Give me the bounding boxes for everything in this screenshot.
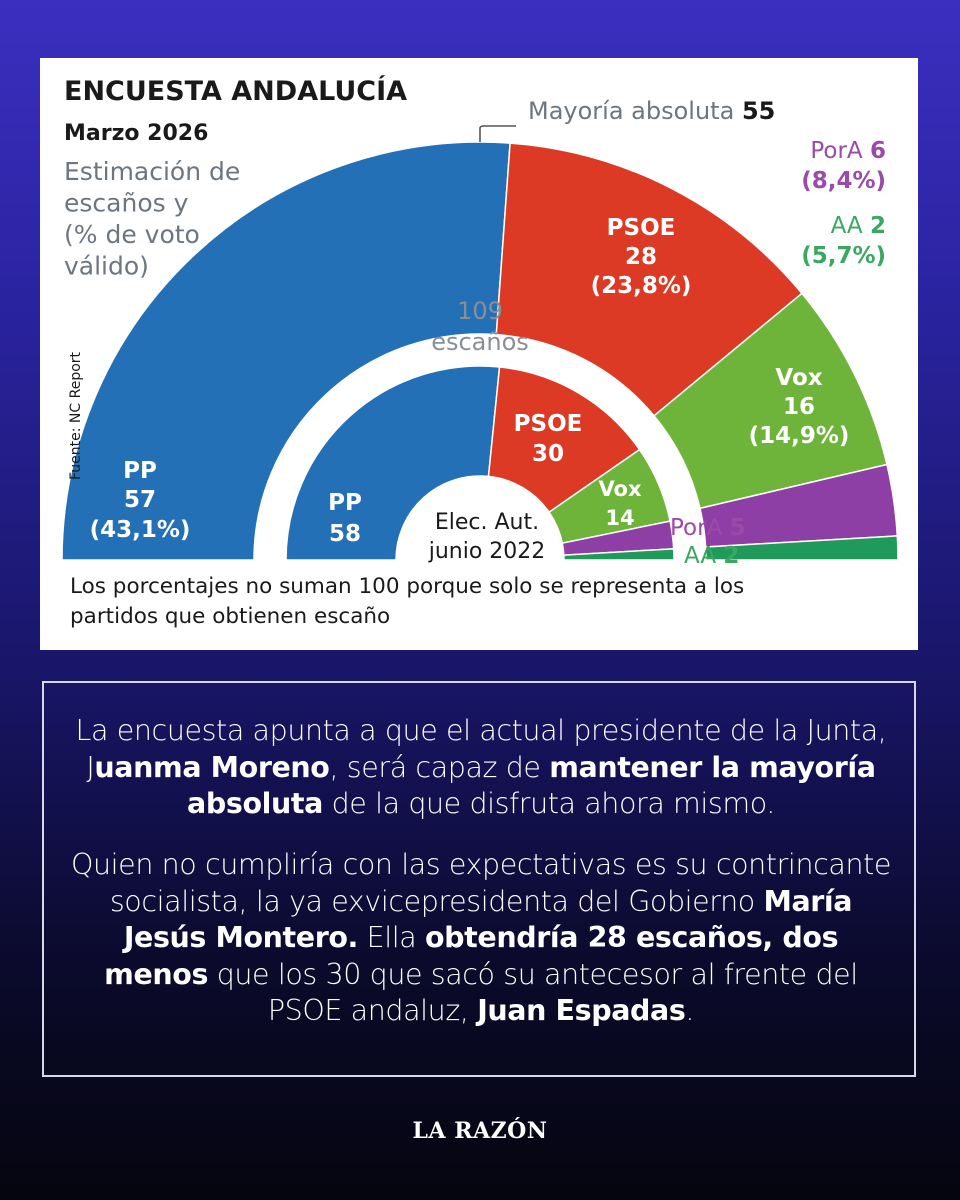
outer-label-aa-party: AA 2 (831, 213, 886, 239)
outer-label-pora-party-part: PorA (810, 138, 870, 164)
outer-label-vox-seats: 16 (783, 394, 815, 420)
outer-label-pora-pct: (8,4%) (801, 168, 886, 194)
majority-label: Mayoría absoluta 55 (528, 97, 775, 125)
outer-label-aa-pct: (5,7%) (801, 243, 886, 269)
inner-label-vox-party: Vox (598, 477, 642, 501)
chart-source: Fuente: NC Report (68, 351, 84, 480)
p2-run-5: Juan Espadas (477, 994, 686, 1027)
inner-label-psoe-seats: 30 (532, 441, 564, 467)
outer-label-aa-party-part: AA (831, 213, 870, 239)
info-box: La encuesta apunta a que el actual presi… (42, 681, 916, 1077)
outer-label-vox-pct: (14,9%) (749, 423, 850, 449)
inner-label-pp-party: PP (328, 490, 362, 516)
inner-label-aa-part: AA (684, 543, 723, 569)
p1-run-0: La encuesta apunta a que el actual presi… (75, 714, 887, 784)
inner-label-pora-part: 5 (730, 515, 746, 541)
chart-description-line: válido) (64, 252, 149, 281)
p2-run-0: Quien no cumpliría con las expectativas … (70, 848, 892, 918)
outer-label-aa-party-part: 2 (870, 213, 886, 239)
p2-run-2: Ella (357, 921, 425, 954)
total-seats-number: 109 (457, 297, 503, 325)
outer-segment-aa (704, 535, 899, 561)
chart-title: ENCUESTA ANDALUCÍA (64, 75, 407, 107)
outer-label-pora-party: PorA 6 (810, 138, 886, 164)
inner-label-pora-part: PorA (670, 515, 730, 541)
inner-label-vox-seats: 14 (605, 506, 634, 530)
outer-label-pp-seats: 57 (124, 487, 156, 513)
parliament-chart: ENCUESTA ANDALUCÍA Marzo 2026 Estimación d… (61, 75, 899, 629)
total-seats-label: escaños (431, 328, 529, 356)
inner-center-label-line-1: Elec. Aut. (435, 510, 539, 535)
chart-description-line: escaños y (64, 189, 189, 218)
p1-run-3: mantener la mayoría absoluta (187, 750, 876, 821)
inner-label-psoe-party: PSOE (514, 411, 583, 437)
p2-run-3: obtendría 28 escaños, dos menos (104, 921, 839, 991)
info-paragraph-2: Quien no cumpliría con las expectativas … (68, 847, 894, 1030)
outer-segment-psoe (495, 142, 803, 417)
info-paragraph-1: La encuesta apunta a que el actual presi… (68, 713, 894, 823)
chart-card: ENCUESTA ANDALUCÍA Marzo 2026 Estimación d… (40, 58, 918, 650)
p2-run-6: . (685, 994, 695, 1027)
chart-footnote-line: partidos que obtienen escaño (70, 604, 390, 629)
majority-label-part: Mayoría absoluta (528, 97, 742, 125)
inner-label-pora: PorA 5 (670, 515, 746, 541)
inner-label-aa-part: 2 (723, 543, 739, 569)
inner-segment-aa (563, 548, 675, 561)
brand-logo: LA RAZÓN (412, 1118, 548, 1144)
outer-label-psoe-pct: (23,8%) (591, 273, 692, 299)
p2-run-4: que los 30 que sacó su antecesor al fren… (208, 957, 859, 1028)
p2-run-1: María Jesús Montero. (123, 884, 853, 955)
majority-label-part: 55 (742, 97, 775, 125)
outer-label-pp-party: PP (123, 458, 157, 484)
outer-label-psoe-party: PSOE (607, 215, 676, 241)
inner-label-aa: AA 2 (684, 543, 739, 569)
p1-run-1: uanma Moreno (94, 750, 330, 784)
p1-run-4: de la que disfruta ahora mismo. (322, 787, 776, 820)
outer-label-pora-party-part: 6 (870, 138, 886, 164)
p1-run-2: , será capaz de (329, 750, 550, 784)
inner-label-pp-seats: 58 (329, 521, 361, 547)
outer-label-vox-party: Vox (775, 365, 822, 391)
chart-subtitle: Marzo 2026 (64, 121, 208, 146)
outer-label-psoe-seats: 28 (625, 244, 657, 270)
chart-description-line: (% de voto (64, 220, 200, 249)
outer-segment-pp (61, 141, 511, 561)
majority-marker-line (479, 125, 516, 142)
inner-segment-psoe (487, 366, 641, 514)
chart-footnote-line: Los porcentajes no suman 100 porque solo… (70, 574, 744, 599)
inner-segment-pp (285, 365, 501, 561)
outer-label-pp-pct: (43,1%) (90, 517, 191, 543)
inner-center-label-line-2: junio 2022 (428, 539, 546, 564)
chart-description-line: Estimación de (64, 157, 240, 186)
